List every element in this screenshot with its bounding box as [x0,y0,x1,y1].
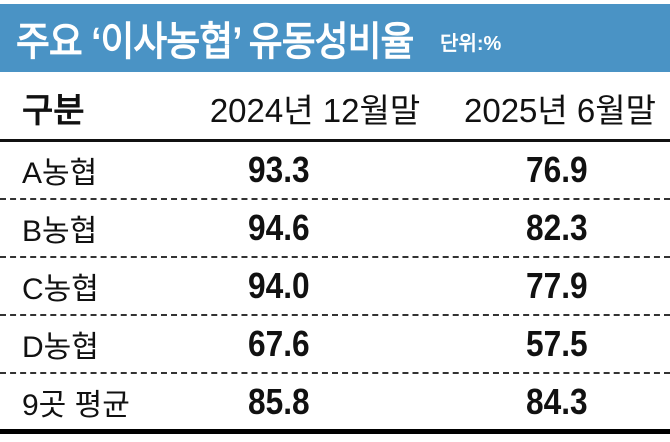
value-2024: 93.3 [248,149,310,190]
row-label: 9곳 평균 [22,388,130,422]
table-row: B농협 94.6 82.3 [0,200,670,258]
header-row: 구분 2024년 12월말 2025년 6월말 [0,76,670,142]
value-2025: 77.9 [526,265,588,306]
table-row: A농협 93.3 76.9 [0,142,670,200]
value-2024: 85.8 [248,380,310,422]
value-2024: 94.6 [248,207,310,248]
header-category: 구분 [22,92,85,130]
table-row: D농협 67.6 57.5 [0,316,670,374]
header-2025-jun: 2025년 6월말 [463,91,656,129]
header-2024-dec: 2024년 12월말 [209,91,421,129]
liquidity-table: 구분 2024년 12월말 2025년 6월말 A농협 93.3 76.9 B농… [0,76,670,434]
value-2024: 94.0 [248,265,310,306]
value-2025: 76.9 [526,149,588,190]
row-label: C농협 [22,273,99,306]
value-2025: 57.5 [526,323,588,364]
chart-title: 주요 ‘이사농협’ 유동성비율 [16,20,414,64]
row-label: D농협 [22,331,99,364]
unit-label: 단위:% [440,32,502,55]
value-2024: 67.6 [248,323,310,364]
table-row-average: 9곳 평균 85.8 84.3 [0,374,670,434]
row-label: A농협 [22,157,98,190]
row-label: B농협 [22,215,98,248]
value-2025: 84.3 [526,380,588,422]
title-bar: 주요 ‘이사농협’ 유동성비율 단위:% [0,4,670,72]
value-2025: 82.3 [526,207,588,248]
table-row: C농협 94.0 77.9 [0,258,670,316]
